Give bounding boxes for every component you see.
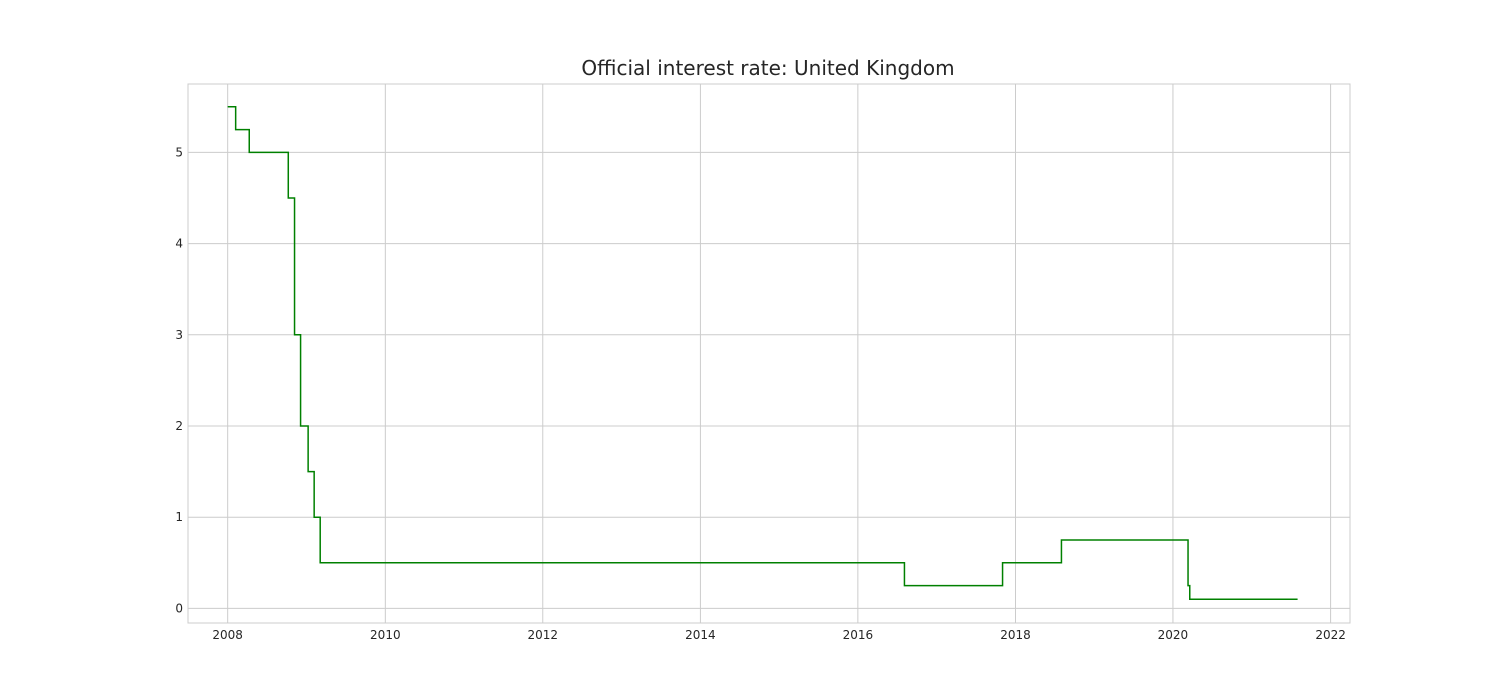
plot-area-frame [187, 83, 1351, 624]
x-tick-label: 2010 [370, 628, 401, 642]
y-tick-label: 2 [175, 419, 183, 433]
x-tick-label: 2016 [843, 628, 874, 642]
x-tick-label: 2018 [1000, 628, 1031, 642]
y-tick-label: 1 [175, 510, 183, 524]
tick-labels: 0 1 2 3 4 5 2008 2010 2012 2014 2016 2018 2020 2022 [175, 145, 1346, 642]
x-tick-label: 2008 [212, 628, 243, 642]
grid [188, 84, 1350, 623]
y-tick-label: 3 [175, 328, 183, 342]
y-tick-label: 4 [175, 237, 183, 251]
x-tick-label: 2014 [685, 628, 716, 642]
x-tick-label: 2022 [1315, 628, 1346, 642]
series-layer [227, 106, 1298, 601]
interest-rate-line [227, 106, 1298, 601]
y-tick-label: 0 [175, 601, 183, 615]
chart-title: Official interest rate: United Kingdom [581, 56, 954, 80]
x-tick-label: 2020 [1158, 628, 1189, 642]
x-tick-label: 2012 [527, 628, 558, 642]
y-tick-label: 5 [175, 145, 183, 159]
